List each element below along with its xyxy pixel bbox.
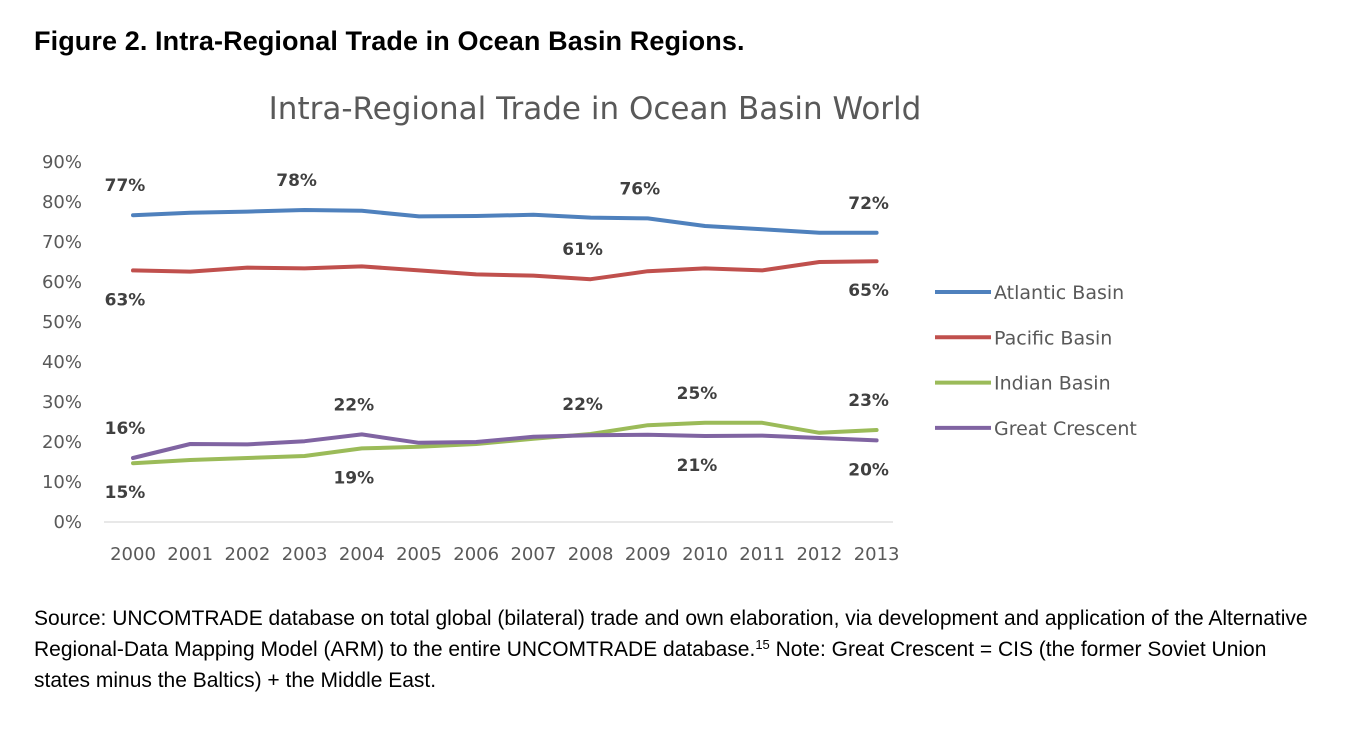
y-tick-label: 40%	[42, 352, 82, 373]
figure-heading: Figure 2. Intra-Regional Trade in Ocean …	[34, 26, 745, 56]
y-tick-label: 90%	[42, 152, 82, 173]
x-tick-label: 2012	[796, 544, 842, 565]
y-tick-label: 20%	[42, 432, 82, 453]
line-chart: Intra-Regional Trade in Ocean Basin Worl…	[42, 91, 1137, 565]
y-tick-label: 0%	[53, 512, 82, 533]
x-tick-label: 2011	[739, 544, 785, 565]
y-tick-label: 30%	[42, 392, 82, 413]
x-tick-label: 2006	[453, 544, 499, 565]
x-tick-label: 2002	[224, 544, 270, 565]
series-lines	[131, 208, 879, 466]
y-tick-label: 80%	[42, 192, 82, 213]
x-tick-label: 2013	[854, 544, 900, 565]
data-label: 16%	[105, 419, 146, 439]
x-tick-label: 2003	[282, 544, 328, 565]
legend-label: Great Crescent	[994, 418, 1137, 440]
legend-label: Indian Basin	[994, 373, 1111, 395]
data-label: 21%	[677, 456, 718, 476]
data-label: 61%	[562, 240, 603, 260]
legend: Atlantic Basin Pacific Basin Indian Basin G…	[935, 282, 1137, 440]
legend-label: Pacific Basin	[994, 327, 1112, 349]
x-tick-label: 2009	[625, 544, 671, 565]
x-axis: 2000 2001 2002 2003 2004 2005 2006 2007 2008 2009…	[104, 521, 900, 565]
series-line-atlantic-basin	[131, 208, 879, 235]
data-label: 76%	[619, 179, 660, 199]
x-tick-label: 2001	[167, 544, 213, 565]
x-tick-label: 2008	[568, 544, 614, 565]
source-text: Source: UNCOMTRADE database on total glo…	[34, 607, 1308, 661]
y-tick-label: 10%	[42, 472, 82, 493]
y-tick-label: 50%	[42, 312, 82, 333]
data-labels: 77% 78% 76% 72% 63% 61% 65% 16% 22% 22% 25% 23% 15% 1…	[105, 171, 889, 503]
data-label: 23%	[848, 391, 889, 411]
series-line-pacific-basin	[131, 259, 879, 282]
data-label: 22%	[562, 395, 603, 415]
footnote-reference: 15	[755, 637, 770, 652]
source-note: Source: UNCOMTRADE database on total glo…	[34, 603, 1324, 696]
data-label: 63%	[105, 290, 146, 310]
data-label: 19%	[333, 468, 374, 488]
note-text: Note: Great Crescent = CIS (the former S…	[34, 638, 1267, 692]
x-tick-label: 2000	[110, 544, 156, 565]
data-label: 78%	[276, 171, 317, 191]
data-label: 22%	[333, 395, 374, 415]
data-label: 65%	[848, 281, 889, 301]
series-line-great-crescent	[131, 432, 879, 460]
y-axis: 0% 10% 20% 30% 40% 50% 60% 70% 80% 90%	[42, 152, 82, 533]
x-tick-label: 2004	[339, 544, 385, 565]
x-tick-label: 2010	[682, 544, 728, 565]
data-label: 72%	[848, 194, 889, 214]
legend-label: Atlantic Basin	[994, 282, 1124, 304]
data-label: 20%	[848, 460, 889, 480]
x-tick-label: 2005	[396, 544, 442, 565]
y-tick-label: 60%	[42, 272, 82, 293]
data-label: 25%	[677, 384, 718, 404]
data-label: 77%	[105, 176, 146, 196]
data-label: 15%	[105, 483, 146, 503]
y-tick-label: 70%	[42, 232, 82, 253]
x-tick-label: 2007	[510, 544, 556, 565]
chart-title: Intra-Regional Trade in Ocean Basin Worl…	[269, 91, 922, 127]
